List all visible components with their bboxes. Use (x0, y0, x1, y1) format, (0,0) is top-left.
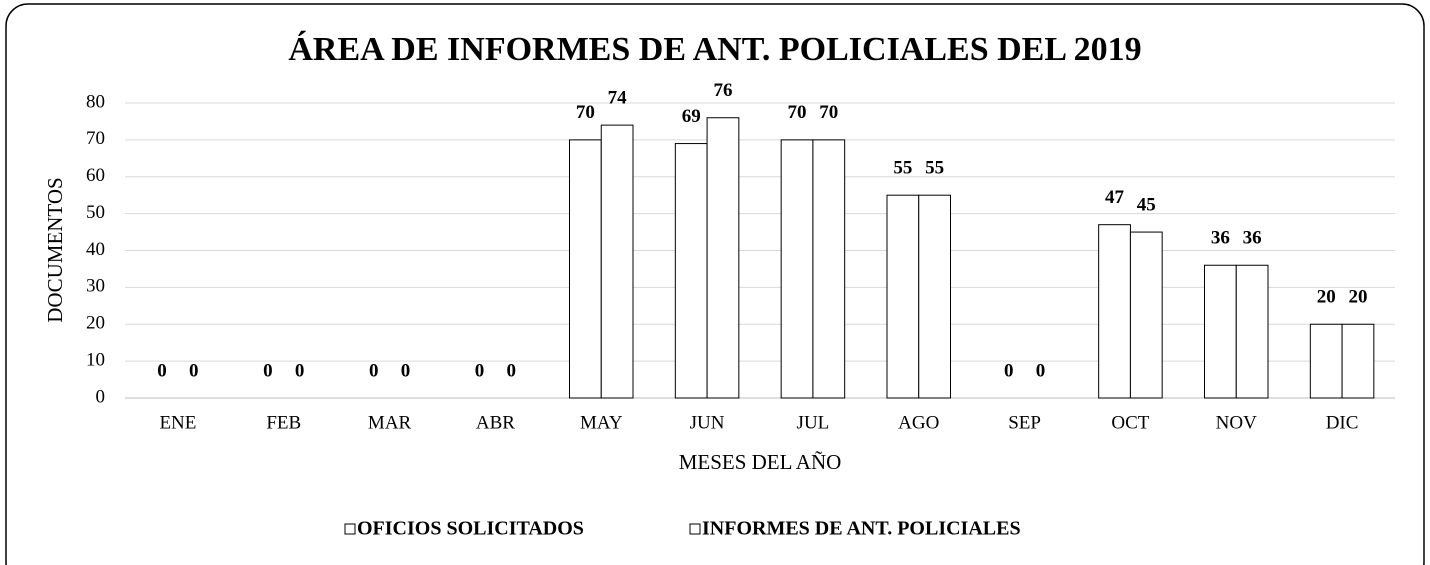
legend-swatch (344, 523, 356, 535)
data-label: 0 (295, 360, 305, 381)
bar (812, 139, 846, 399)
x-tick-label: JUL (797, 412, 830, 433)
data-label: 0 (1004, 360, 1014, 381)
data-label: 0 (189, 360, 199, 381)
data-label: 20 (1348, 287, 1367, 308)
data-label: 45 (1137, 194, 1156, 215)
x-tick-label: FEB (266, 412, 301, 433)
bar (780, 139, 814, 399)
bar (1341, 323, 1375, 399)
bar (1309, 323, 1343, 399)
data-label: 0 (1036, 360, 1046, 381)
x-tick-label: MAY (580, 412, 623, 433)
y-tick-label: 10 (86, 349, 105, 370)
x-tick-label: JUN (690, 412, 725, 433)
y-tick-label: 40 (86, 239, 105, 260)
x-tick-label: ABR (476, 412, 515, 433)
data-label: 36 (1243, 228, 1262, 249)
bar (600, 124, 634, 399)
y-tick-label: 20 (86, 313, 105, 334)
data-label: 0 (475, 360, 485, 381)
bar (918, 194, 951, 399)
data-label: 36 (1211, 228, 1230, 249)
x-axis-label: MESES DEL AÑO (679, 450, 842, 474)
bar (706, 117, 740, 399)
legend-label: OFICIOS SOLICITADOS (357, 518, 584, 540)
data-label: 70 (819, 102, 838, 123)
data-label: 70 (576, 102, 595, 123)
bar (886, 194, 920, 399)
data-label: 70 (788, 102, 807, 123)
data-label: 0 (401, 360, 411, 381)
y-tick-label: 0 (96, 386, 106, 407)
x-tick-label: MAR (368, 412, 412, 433)
y-tick-label: 50 (86, 202, 105, 223)
x-tick-label: AGO (898, 412, 939, 433)
chart-title: ÁREA DE INFORMES DE ANT. POLICIALES DEL … (288, 31, 1141, 68)
y-tick-label: 70 (86, 128, 105, 149)
data-label: 47 (1105, 187, 1125, 208)
data-label: 55 (893, 158, 912, 179)
data-label: 55 (925, 158, 944, 179)
bar (1098, 224, 1131, 399)
bar (569, 139, 602, 399)
bar (674, 143, 708, 399)
y-tick-label: 60 (86, 165, 105, 186)
y-tick-label: 30 (86, 276, 105, 297)
data-label: 0 (369, 360, 379, 381)
data-label: 0 (157, 360, 167, 381)
x-tick-label: OCT (1111, 412, 1149, 433)
y-tick-label: 80 (86, 91, 105, 112)
x-tick-label: SEP (1008, 412, 1041, 433)
x-tick-label: NOV (1216, 412, 1257, 433)
bar (1235, 264, 1269, 399)
data-label: 74 (608, 87, 628, 108)
data-label: 0 (263, 360, 273, 381)
x-tick-label: ENE (159, 412, 196, 433)
legend-label: INFORMES DE ANT. POLICIALES (702, 518, 1021, 540)
legend-swatch (689, 523, 701, 535)
bar (1129, 231, 1163, 399)
bar (1204, 264, 1237, 399)
data-label: 0 (507, 360, 517, 381)
data-label: 76 (713, 80, 732, 101)
data-label: 20 (1317, 287, 1336, 308)
x-tick-label: DIC (1326, 412, 1359, 433)
data-label: 69 (682, 106, 701, 127)
y-axis-label: DOCUMENTOS (43, 177, 67, 322)
